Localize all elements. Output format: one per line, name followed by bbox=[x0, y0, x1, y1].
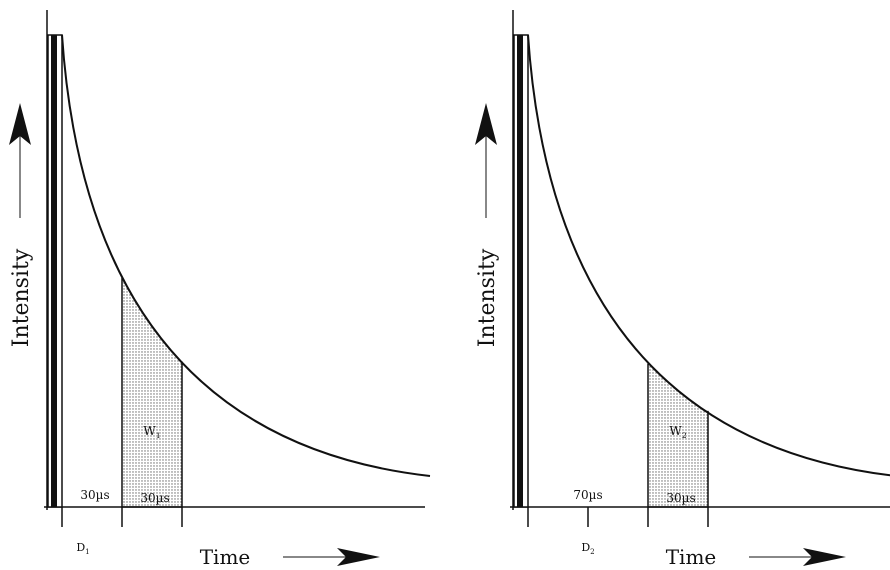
delay-label: 30µs bbox=[80, 488, 109, 502]
subscript-label: W1 bbox=[143, 424, 160, 440]
label-base: W bbox=[143, 424, 156, 438]
y-axis-label: Intensity bbox=[9, 248, 34, 347]
decay-curve bbox=[61, 34, 431, 477]
label-sub: 1 bbox=[156, 431, 161, 440]
decay-curve bbox=[527, 34, 890, 477]
label-sub: 1 bbox=[85, 547, 90, 556]
x-axis-label: Time bbox=[666, 545, 717, 569]
y-axis-label: Intensity bbox=[475, 248, 500, 347]
arrow-head bbox=[475, 103, 497, 145]
x-axis-label: Time bbox=[200, 545, 251, 569]
arrow-head bbox=[9, 103, 31, 145]
pulse bbox=[517, 35, 523, 507]
subscript-label: D2 bbox=[581, 541, 594, 556]
label-base: W bbox=[669, 424, 682, 438]
label-base: D bbox=[76, 541, 85, 554]
window-label: 30µs bbox=[666, 491, 695, 505]
subscript-label: W2 bbox=[669, 424, 686, 440]
label-sub: 2 bbox=[590, 547, 595, 556]
label-base: D bbox=[581, 541, 590, 554]
pulse bbox=[51, 35, 57, 507]
window-area bbox=[121, 278, 183, 508]
arrow-head bbox=[337, 548, 380, 566]
label-sub: 2 bbox=[682, 431, 687, 440]
window-label: 30µs bbox=[140, 491, 169, 505]
subscript-label: D1 bbox=[76, 541, 89, 556]
arrow-head bbox=[803, 548, 846, 566]
delay-label: 70µs bbox=[573, 488, 602, 502]
